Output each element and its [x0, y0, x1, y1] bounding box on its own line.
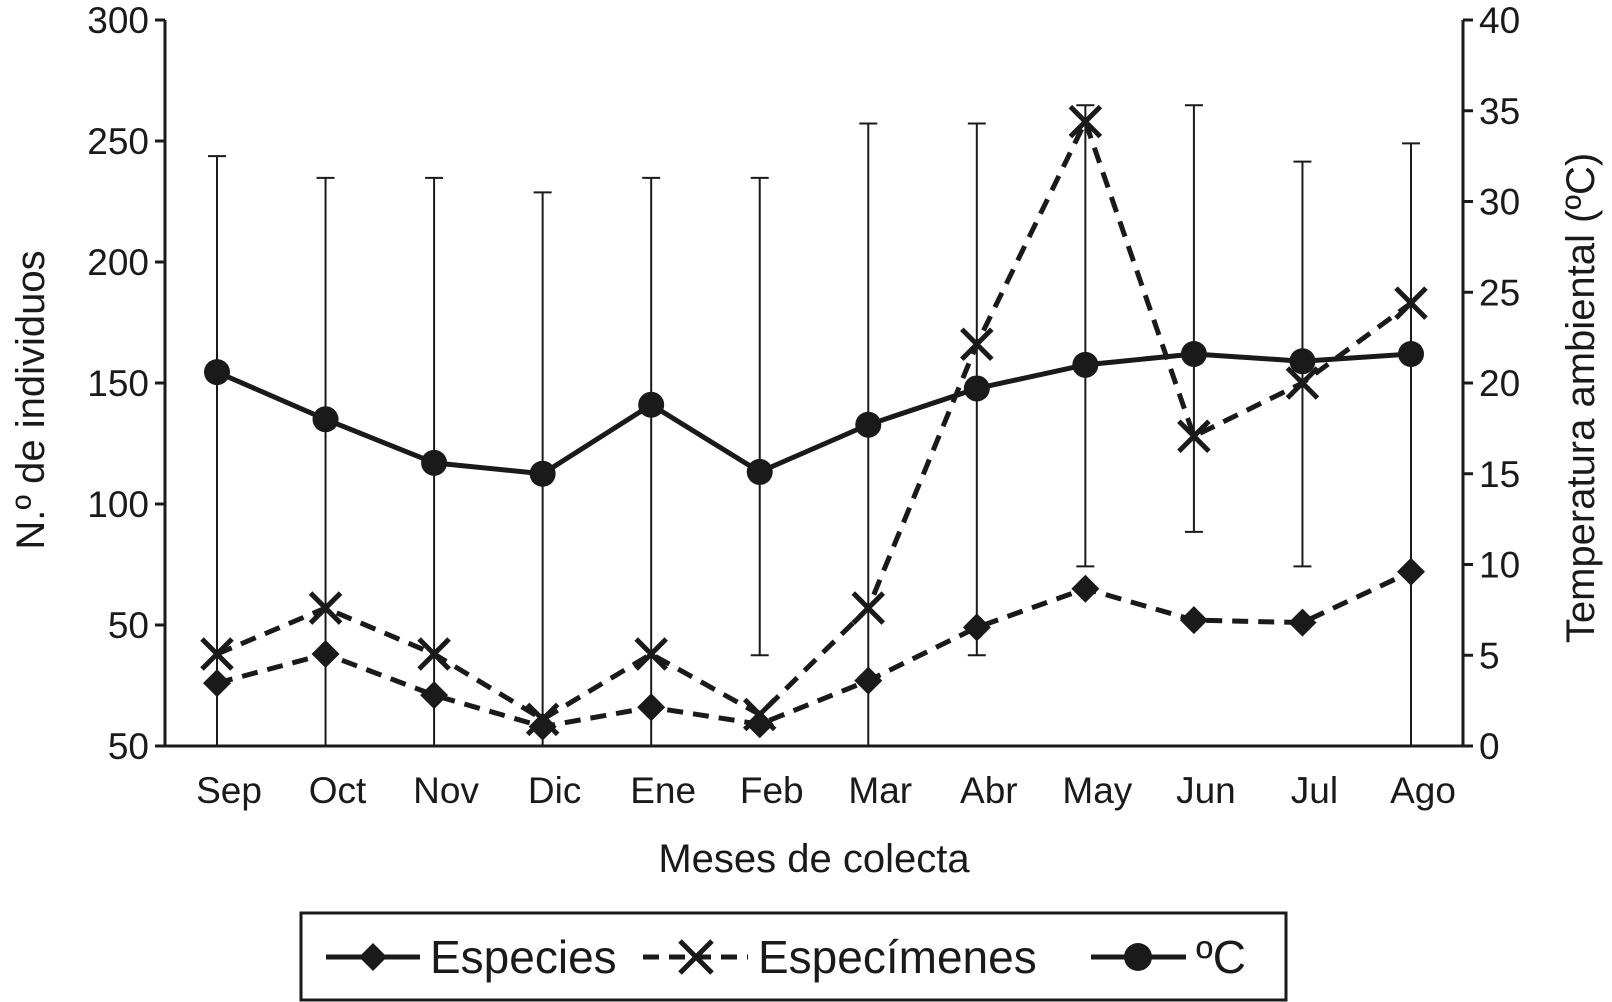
right-y-ticks: 0 5 10 15 20 25 30 35 40	[1463, 0, 1520, 767]
x-tick-label: Mar	[848, 770, 912, 811]
legend-label-especies: Especies	[430, 931, 617, 983]
legend-x-marker-icon	[678, 939, 714, 975]
data-point-especimenes	[851, 591, 886, 625]
data-point-especimenes	[960, 327, 994, 362]
data-point-especimenes	[1285, 366, 1320, 400]
data-point-especies	[637, 693, 666, 722]
data-point-especies	[854, 666, 883, 695]
right-tick-label: 25	[1479, 272, 1520, 313]
x-tick-label: Dic	[528, 770, 581, 811]
data-point-especies	[745, 710, 774, 739]
legend-label-especimenes: Especímenes	[758, 931, 1037, 983]
data-point-especies	[962, 613, 991, 642]
data-point-especies	[1288, 608, 1317, 637]
x-tick-label: Nov	[413, 770, 479, 811]
left-tick-label: 50	[108, 726, 149, 767]
data-point-especies	[420, 681, 449, 710]
legend: Especies Especímenes ºC	[299, 911, 1288, 1002]
legend-diamond-icon	[359, 943, 387, 971]
legend-label-temperature: ºC	[1196, 931, 1246, 983]
data-point-especimenes	[1068, 104, 1103, 139]
right-tick-label: 30	[1479, 182, 1520, 223]
series-lines	[216, 119, 1413, 730]
legend-item-especies: Especies	[326, 931, 617, 983]
series-line-c	[216, 351, 1412, 477]
right-tick-label: 15	[1479, 454, 1520, 495]
x-tick-label: Oct	[309, 770, 367, 811]
data-point-especies	[1397, 557, 1425, 586]
x-axis-title: Meses de colecta	[658, 837, 970, 881]
series-line-especimenes	[216, 119, 1413, 722]
data-point-especies	[203, 669, 231, 698]
left-tick-label: 50	[108, 605, 149, 646]
left-y-ticks: 50 50 100 150 200 250 300	[87, 0, 165, 767]
data-point-especimenes	[634, 637, 668, 671]
error-bars	[208, 104, 1420, 747]
left-y-axis-title: N.º de individuos	[9, 250, 53, 549]
data-point-especies	[1071, 574, 1100, 603]
left-tick-label: 200	[87, 242, 149, 283]
x-tick-label: Ene	[630, 770, 696, 811]
data-point-especimenes	[417, 637, 451, 671]
x-tick-label: Abr	[960, 770, 1018, 811]
data-point-c	[529, 460, 556, 487]
right-tick-label: 40	[1479, 0, 1520, 41]
right-tick-label: 5	[1479, 635, 1500, 676]
legend-item-especimenes: Especímenes	[643, 931, 1037, 983]
x-tick-labels: Sep Oct Nov Dic Ene Feb Mar Abr May Jun Jul Ago	[196, 770, 1456, 811]
legend-circle-icon	[1124, 943, 1152, 971]
data-point-c	[421, 449, 448, 476]
data-point-c	[204, 359, 230, 386]
right-tick-label: 10	[1479, 545, 1520, 586]
data-point-especies	[528, 712, 557, 741]
left-tick-label: 100	[87, 484, 149, 525]
left-tick-label: 150	[87, 363, 149, 404]
data-point-c	[1072, 351, 1099, 378]
left-tick-label: 300	[87, 0, 149, 41]
right-y-axis-title: Temperatura ambiental (ºC)	[1559, 153, 1603, 643]
right-tick-label: 20	[1479, 363, 1520, 404]
data-point-especies	[311, 640, 340, 669]
x-tick-label: Jul	[1291, 770, 1338, 811]
data-point-c	[963, 375, 990, 402]
right-tick-label: 35	[1479, 91, 1520, 132]
data-point-c	[312, 406, 339, 433]
data-point-c	[638, 391, 665, 418]
data-point-c	[1180, 340, 1207, 367]
data-point-c	[746, 458, 773, 485]
data-point-c	[1398, 340, 1424, 367]
data-point-especimenes	[525, 702, 560, 737]
x-tick-label: Jun	[1176, 770, 1236, 811]
data-point-c	[1289, 348, 1316, 375]
data-point-c	[855, 411, 882, 438]
data-point-especimenes	[742, 697, 777, 732]
series-line-especies	[216, 569, 1413, 730]
data-point-especimenes	[1394, 286, 1428, 320]
data-point-especimenes	[308, 591, 343, 625]
data-point-especimenes	[1177, 419, 1211, 454]
series-markers	[200, 104, 1428, 741]
left-tick-label: 250	[87, 121, 149, 162]
data-point-especies	[1179, 606, 1208, 635]
x-tick-label: May	[1062, 770, 1132, 811]
data-point-especimenes	[200, 637, 234, 671]
x-tick-label: Feb	[740, 770, 804, 811]
right-tick-label: 0	[1479, 726, 1500, 767]
x-tick-label: Sep	[196, 770, 262, 811]
legend-item-temperature: ºC	[1091, 931, 1246, 983]
x-tick-label: Ago	[1390, 770, 1456, 811]
